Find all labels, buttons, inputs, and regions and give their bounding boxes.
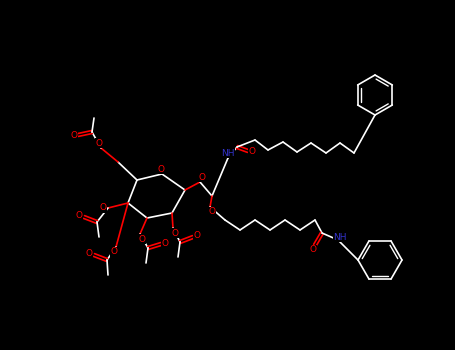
Text: O: O	[71, 131, 77, 140]
Text: O: O	[198, 173, 206, 182]
Text: O: O	[248, 147, 256, 155]
Text: O: O	[172, 229, 178, 238]
Text: O: O	[111, 247, 117, 257]
Text: O: O	[208, 208, 216, 217]
Text: O: O	[76, 211, 82, 220]
Text: O: O	[157, 164, 165, 174]
Text: O: O	[86, 250, 92, 259]
Text: O: O	[162, 238, 168, 247]
Text: O: O	[193, 231, 201, 240]
Text: O: O	[96, 139, 102, 147]
Text: O: O	[309, 245, 317, 254]
Text: NH: NH	[221, 148, 235, 158]
Text: O: O	[138, 234, 146, 244]
Text: O: O	[100, 203, 106, 212]
Text: NH: NH	[333, 232, 347, 241]
